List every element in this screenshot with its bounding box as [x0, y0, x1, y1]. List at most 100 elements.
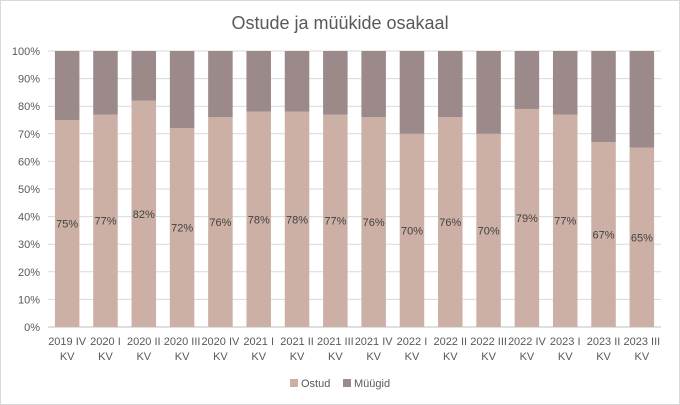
y-tick-label: 30% [18, 239, 40, 251]
bar-m-gid [552, 51, 578, 115]
x-tick-label: KV [635, 351, 650, 363]
x-tick-label: KV [290, 351, 305, 363]
x-tick-label: KV [405, 351, 420, 363]
data-label: 77% [324, 216, 346, 228]
x-tick-label: KV [136, 351, 151, 363]
bar-ostud [476, 133, 501, 327]
bar-ostud [246, 111, 271, 327]
bar-m-gid [131, 51, 157, 101]
y-tick-label: 70% [18, 129, 40, 141]
bar-m-gid [591, 51, 616, 143]
bar-ostud [361, 117, 386, 328]
x-tick-label: 2022 I [397, 336, 428, 348]
x-tick-label: KV [596, 351, 611, 363]
x-tick-label: KV [60, 351, 75, 363]
x-tick-label: 2019 IV [48, 336, 87, 348]
x-tick-label: 2020 I [90, 336, 121, 348]
bar-ostud [93, 114, 118, 327]
data-label: 65% [631, 232, 653, 244]
x-tick-label: KV [443, 351, 458, 363]
data-label: 79% [516, 213, 538, 225]
x-tick-label: KV [213, 351, 228, 363]
y-tick-label: 100% [12, 46, 40, 58]
bar-m-gid [54, 51, 80, 120]
data-label: 76% [209, 217, 231, 229]
x-tick-label: KV [98, 351, 113, 363]
bar-ostud [629, 147, 655, 327]
bar-ostud [399, 133, 425, 327]
data-label: 77% [554, 216, 576, 228]
bar-ostud [552, 114, 578, 327]
bar-m-gid [361, 51, 386, 118]
data-label: 82% [133, 209, 155, 221]
x-axis: 2019 IV KV 2020 I KV 2020 II KV 2020 III KV 2020… [48, 336, 660, 363]
legend-label-ostud: Ostud [301, 378, 330, 390]
x-tick-label: 2022 II [433, 336, 467, 348]
bar-ostud [284, 111, 310, 327]
x-tick-label: KV [481, 351, 496, 363]
data-label: 70% [401, 225, 423, 237]
bar-m-gid [323, 51, 348, 115]
y-tick-label: 40% [18, 212, 40, 224]
x-tick-label: 2021 I [243, 336, 274, 348]
y-tick-label: 0% [24, 322, 40, 334]
y-tick-label: 80% [18, 101, 40, 113]
data-label: 78% [286, 214, 308, 226]
data-label: 76% [439, 217, 461, 229]
bar-ostud [169, 128, 195, 327]
bar-m-gid [514, 51, 540, 109]
x-tick-label: 2020 IV [201, 336, 240, 348]
bar-ostud [514, 108, 540, 328]
bar-m-gid [476, 51, 501, 134]
x-tick-label: 2021 IV [355, 336, 394, 348]
chart-title: Ostude ja müükide osakaal [231, 13, 448, 33]
y-tick-label: 60% [18, 156, 40, 168]
x-tick-label: 2022 IV [508, 336, 547, 348]
bar-ostud [591, 142, 616, 327]
y-tick-label: 90% [18, 74, 40, 86]
data-label: 67% [593, 230, 615, 242]
x-tick-label: KV [558, 351, 573, 363]
y-tick-label: 50% [18, 184, 40, 196]
bar-m-gid [246, 51, 271, 112]
bar-m-gid [629, 51, 655, 148]
legend: Ostud Müügid [290, 378, 390, 390]
x-tick-label: 2021 III [317, 336, 354, 348]
x-tick-label: 2023 III [623, 336, 660, 348]
x-tick-label: 2023 I [550, 336, 581, 348]
legend-swatch-muugid [343, 379, 351, 387]
legend-swatch-ostud [290, 379, 298, 387]
bar-ostud [438, 117, 463, 328]
bar-m-gid [284, 51, 310, 112]
x-tick-label: KV [175, 351, 190, 363]
legend-label-muugid: Müügid [354, 378, 390, 390]
data-label: 72% [171, 223, 193, 235]
y-tick-label: 10% [18, 294, 40, 306]
bar-m-gid [169, 51, 195, 129]
bar-ostud [54, 120, 80, 327]
y-tick-label: 20% [18, 267, 40, 279]
x-tick-label: 2022 III [470, 336, 507, 348]
data-label: 70% [478, 225, 500, 237]
bars: 75% 77% 82% 72% 76% 78% 78% 77% 76% 70% 76% 70% 79% 7… [54, 51, 655, 328]
x-tick-label: KV [251, 351, 266, 363]
x-tick-label: KV [328, 351, 343, 363]
x-tick-label: KV [366, 351, 381, 363]
x-tick-label: 2020 II [127, 336, 161, 348]
x-tick-label: 2023 II [587, 336, 621, 348]
data-label: 78% [248, 214, 270, 226]
x-tick-label: 2021 II [280, 336, 314, 348]
x-tick-label: KV [520, 351, 535, 363]
bar-m-gid [438, 51, 463, 118]
data-label: 76% [363, 217, 385, 229]
bar-m-gid [399, 51, 425, 134]
bar-m-gid [93, 51, 118, 115]
bar-ostud [131, 100, 157, 328]
data-label: 77% [94, 216, 116, 228]
bar-m-gid [208, 51, 233, 118]
data-label: 75% [56, 219, 78, 231]
y-axis: 0% 10% 20% 30% 40% 50% 60% 70% 80% 90% 100% [12, 46, 40, 334]
bar-ostud [323, 114, 348, 327]
x-tick-label: 2020 III [164, 336, 201, 348]
